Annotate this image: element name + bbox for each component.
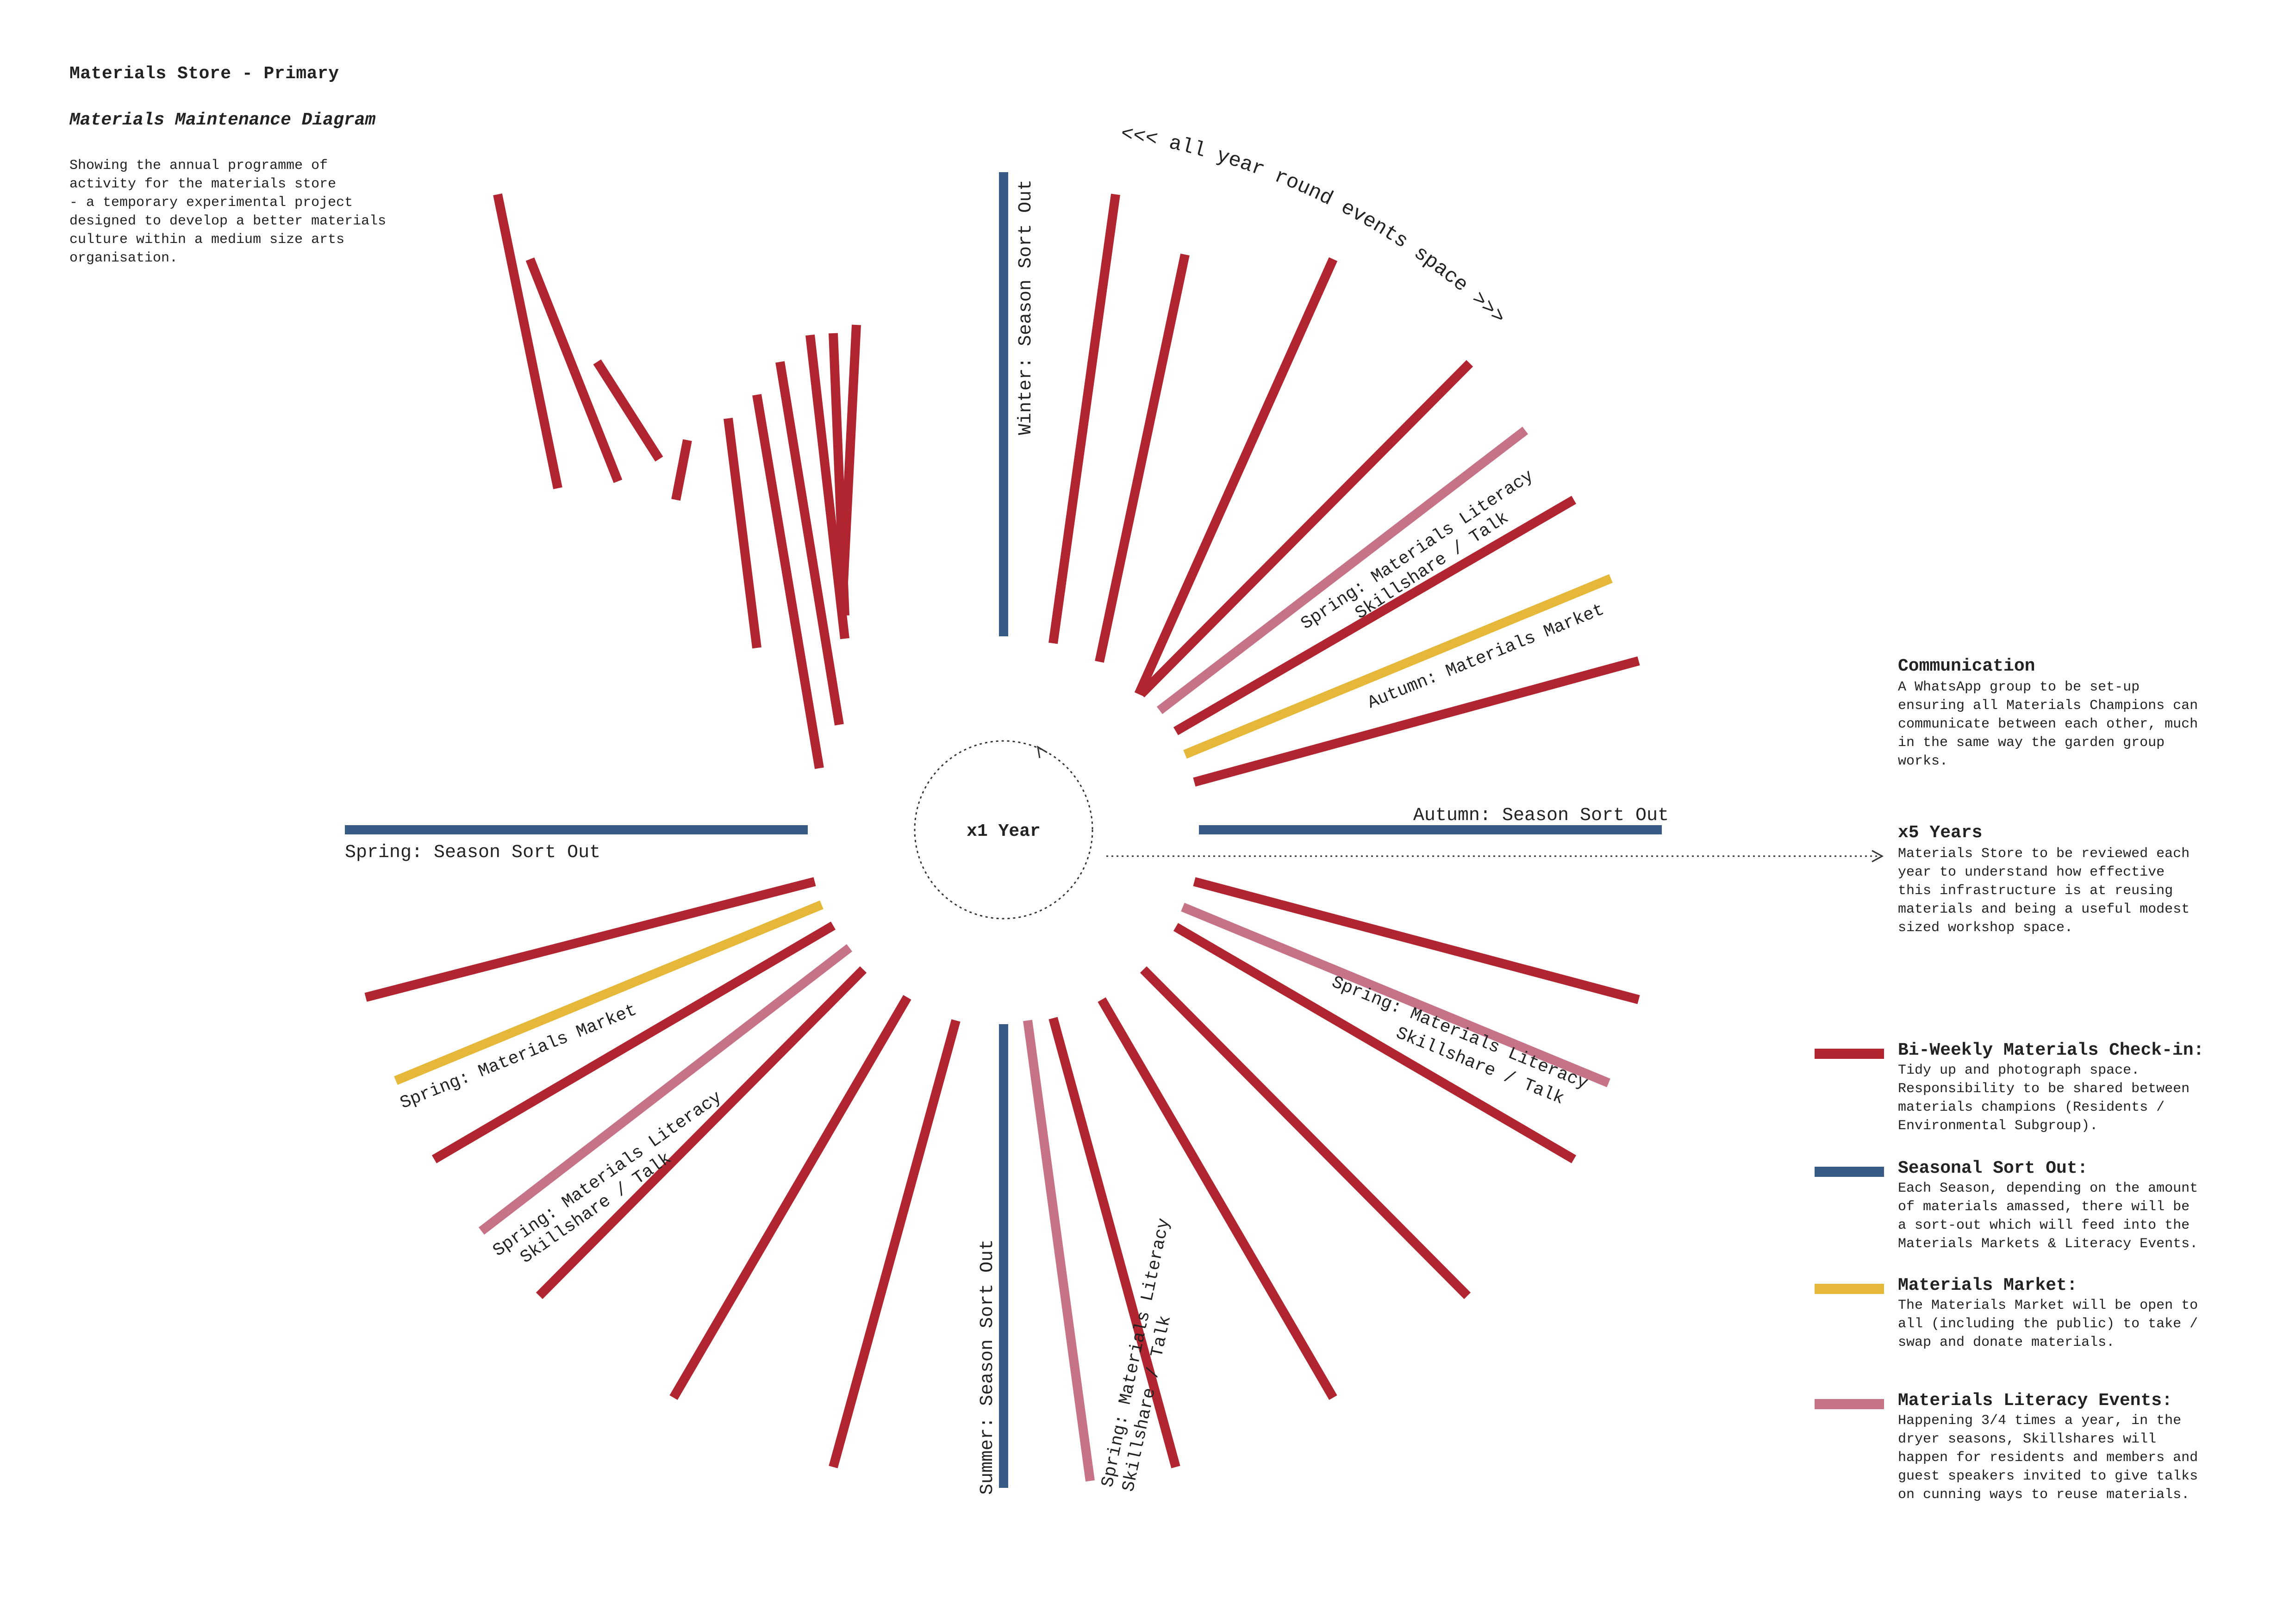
label-line-1: Autumn: Materials Market — [1365, 600, 1607, 713]
checkin-spoke — [838, 324, 861, 602]
intro-text: Showing the annual programme of activity… — [69, 158, 387, 266]
checkin-spoke — [593, 359, 663, 462]
checkin-spoke — [1193, 877, 1640, 1004]
legend-text: Seasonal Sort Out: Each Season, dependin… — [1898, 1158, 2259, 1253]
spring-sort-label: Spring: Season Sort Out — [345, 842, 600, 863]
checkin-spoke — [829, 1019, 961, 1468]
market-swatch — [1815, 1284, 1884, 1294]
arrow-head-icon — [1872, 850, 1884, 863]
five-years-block: x5 Years Materials Store to be reviewed … — [1898, 823, 2250, 937]
checkin-spoke — [752, 394, 824, 769]
spring-literacy-sw-label: Spring: Materials Literacy Skillshare / … — [489, 1088, 725, 1268]
legend-body: Happening 3/4 times a year, in the dryer… — [1898, 1413, 2198, 1503]
checkin-spoke — [1048, 193, 1120, 644]
checkin-spoke — [364, 877, 816, 1002]
checkin-spoke — [1134, 257, 1338, 696]
literacy-spoke — [478, 944, 853, 1235]
autumn-sort-label: Autumn: Season Sort Out — [1413, 805, 1669, 826]
label-line-1: Spring: Materials Literacy — [489, 1088, 725, 1261]
checkin-spoke — [775, 361, 844, 726]
checkin-spoke — [1173, 496, 1577, 735]
literacy-swatch — [1815, 1399, 1884, 1409]
communication-body: A WhatsApp group to be set-up ensuring a… — [1898, 679, 2198, 769]
checkin-spoke — [1140, 966, 1471, 1300]
checkin-spoke — [671, 439, 692, 501]
legend-heading: Materials Literacy Events: — [1898, 1391, 2172, 1411]
legend-text: Materials Literacy Events: Happening 3/4… — [1898, 1391, 2259, 1504]
page-title: Materials Store - Primary — [69, 64, 339, 84]
checkin-spoke — [431, 921, 836, 1163]
five-years-heading: x5 Years — [1898, 823, 1983, 843]
five-years-body: Materials Store to be reviewed each year… — [1898, 846, 2190, 936]
legend-heading: Seasonal Sort Out: — [1898, 1158, 2088, 1178]
seasonal-swatch — [1815, 1167, 1884, 1177]
legend-heading: Materials Market: — [1898, 1275, 2078, 1295]
diagram-subtitle: Materials Maintenance Diagram — [69, 110, 376, 130]
label-line-1: Spring: Materials Literacy — [1329, 972, 1591, 1094]
market-spoke — [394, 900, 824, 1085]
checkin-spoke — [1173, 923, 1577, 1163]
literacy-spoke — [1156, 427, 1529, 714]
checkin-spoke — [1137, 360, 1473, 698]
checkin-spoke — [1193, 656, 1640, 787]
communication-block: Communication A WhatsApp group to be set… — [1898, 656, 2250, 771]
legend-body: Each Season, depending on the amount of … — [1898, 1181, 2198, 1252]
checkin-spoke — [525, 257, 623, 483]
legend-body: The Materials Market will be open to all… — [1898, 1298, 2198, 1350]
checkin-spoke — [1098, 997, 1337, 1400]
summer-sort-label: Summer: Season Sort Out — [977, 1239, 998, 1495]
checkin-spoke — [1048, 1017, 1180, 1468]
year-cycle-circle — [914, 740, 1093, 920]
checkin-spoke — [536, 966, 867, 1300]
checkin-spoke — [669, 995, 911, 1400]
cycle-arrow-icon — [1036, 746, 1048, 759]
legend-heading: Bi-Weekly Materials Check-in: — [1898, 1040, 2204, 1060]
label-line-2: Skillshare / Talk — [517, 1149, 675, 1268]
checkin-spoke — [1095, 253, 1190, 663]
communication-heading: Communication — [1898, 656, 2035, 676]
legend-text: Bi-Weekly Materials Check-in: Tidy up an… — [1898, 1040, 2259, 1135]
legend-text: Materials Market: The Materials Market w… — [1898, 1275, 2259, 1352]
label-line-1: Spring: Materials Literacy — [1298, 466, 1537, 634]
checkin-spoke — [724, 417, 761, 649]
center-label: x1 Year — [967, 821, 1041, 841]
winter-sort-label: Winter: Season Sort Out — [1016, 180, 1036, 435]
radial-spokes — [345, 172, 1662, 1488]
autumn-market-ne-label: Autumn: Materials Market — [1365, 600, 1607, 713]
market-spoke — [1183, 574, 1613, 759]
checkin-spoke — [493, 193, 562, 490]
literacy-spoke — [1181, 902, 1610, 1088]
checkin-swatch — [1815, 1049, 1884, 1059]
literacy-spoke — [1023, 1020, 1095, 1482]
legend-body: Tidy up and photograph space. Responsibi… — [1898, 1063, 2190, 1134]
